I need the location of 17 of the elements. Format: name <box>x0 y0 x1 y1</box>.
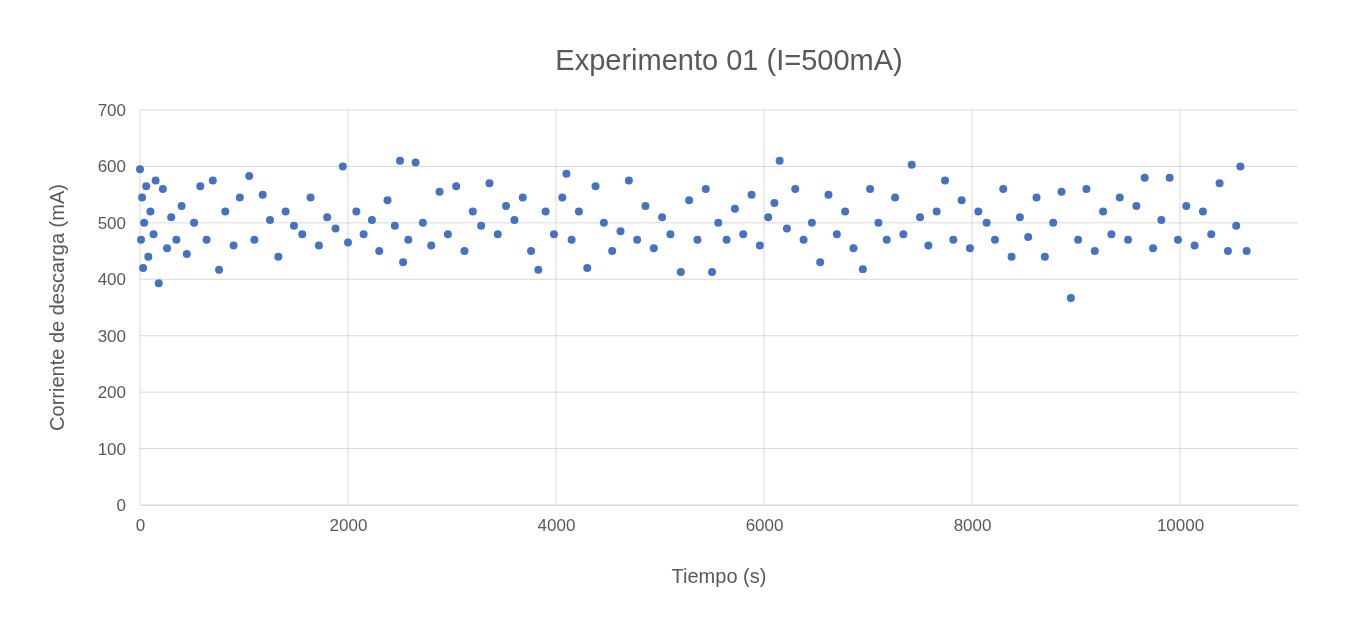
x-tick-label: 0 <box>135 516 146 536</box>
y-tick-label: 0 <box>116 495 126 515</box>
y-axis-title: Corriente de descarga (mA) <box>46 184 68 431</box>
x-axis-title: Tiempo (s) <box>671 565 767 587</box>
y-tick-label: 700 <box>97 100 126 120</box>
y-tick-label: 500 <box>97 213 126 233</box>
x-tick-label: 6000 <box>745 516 784 536</box>
x-tick-label: 2000 <box>329 516 368 536</box>
y-tick-label: 100 <box>97 439 126 459</box>
y-tick-label: 400 <box>97 270 126 290</box>
y-tick-label: 300 <box>97 326 126 346</box>
x-tick-label: 10000 <box>1156 516 1205 536</box>
x-tick-label: 4000 <box>537 516 576 536</box>
y-tick-label: 200 <box>97 383 126 403</box>
chart-title: Experimento 01 (I=500mA) <box>555 44 903 76</box>
x-tick-label: 8000 <box>953 516 992 536</box>
y-tick-label: 600 <box>97 157 126 177</box>
